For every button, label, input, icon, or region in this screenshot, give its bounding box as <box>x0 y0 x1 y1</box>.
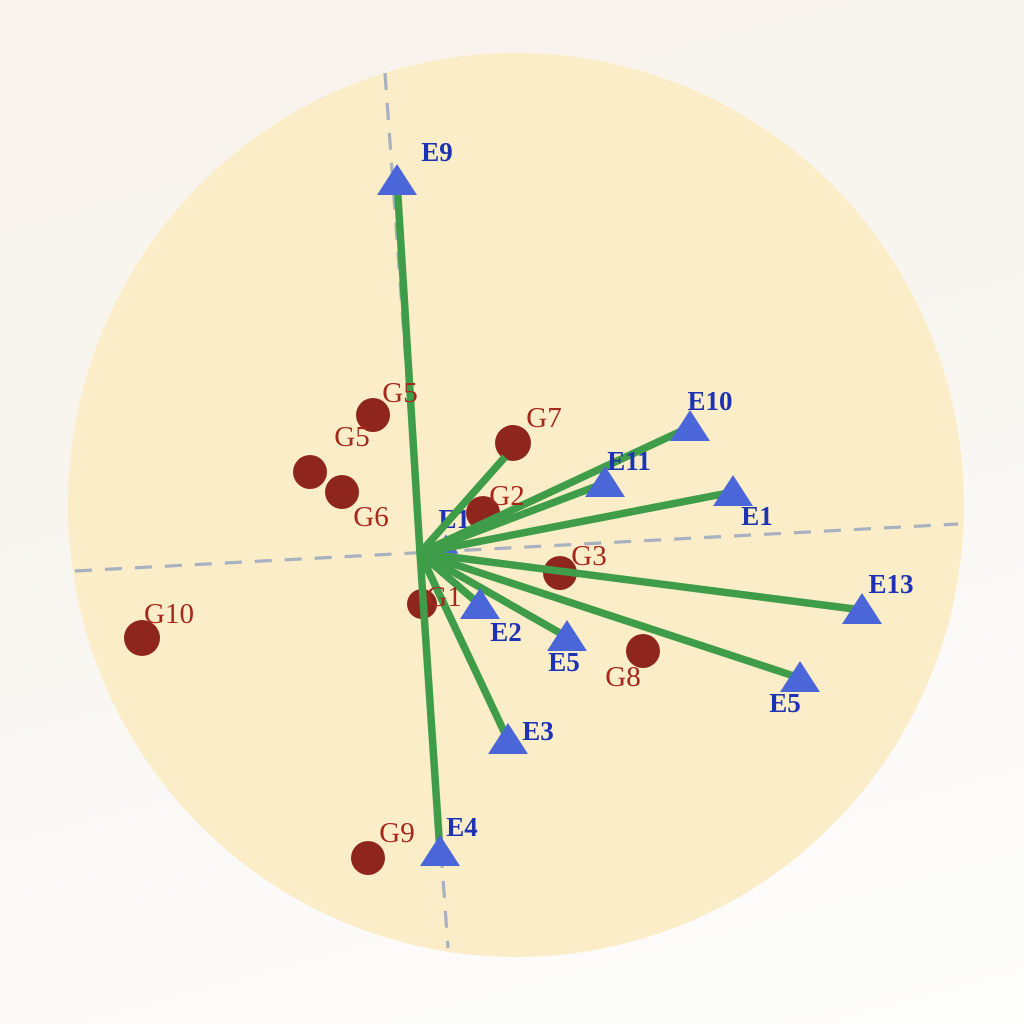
env-marker-E10 <box>670 410 710 441</box>
ray-to-E4 <box>416 552 444 853</box>
ray-to-E5 <box>418 549 569 641</box>
genotype-label-G10: G10 <box>144 598 194 630</box>
axis-dashed-horizontal <box>74 522 959 573</box>
env-label-E11: E11 <box>607 446 651 476</box>
genotype-label-G9: G9 <box>379 817 414 849</box>
genotype-marker-G5 <box>293 455 327 489</box>
env-marker-E13 <box>842 593 882 624</box>
ray-to-E1 <box>419 488 734 557</box>
env-label-E2: E2 <box>490 617 522 647</box>
genotype-label-G8: G8 <box>605 661 640 693</box>
genotype-marker-G9 <box>351 841 385 875</box>
ray-to-E13 <box>419 549 863 614</box>
env-label-E5: E5 <box>769 688 801 718</box>
genotype-marker-G8 <box>626 634 660 668</box>
env-label-E4: E4 <box>446 812 478 842</box>
genotype-label-G2: G2 <box>489 480 524 512</box>
genotype-label-G5: G5 <box>382 377 417 409</box>
env-marker-E2 <box>460 588 500 619</box>
env-label-E5: E5 <box>548 647 580 677</box>
genotype-label-G6: G6 <box>353 501 388 533</box>
env-label-E9: E9 <box>421 137 453 167</box>
ray-to-G7 <box>417 454 508 556</box>
env-label-E1: E1 <box>741 501 773 531</box>
ray-to-E3 <box>416 551 512 742</box>
env-marker-E5 <box>547 620 587 651</box>
env-marker-E4 <box>420 835 460 866</box>
env-marker-E11 <box>585 466 625 497</box>
env-marker-E3 <box>488 723 528 754</box>
env-label-E10: E10 <box>687 386 732 416</box>
genotype-marker-G7 <box>495 425 531 461</box>
env-marker-E1 <box>713 475 753 506</box>
ray-to-E2 <box>417 550 483 608</box>
genotype-label-G3: G3 <box>571 540 606 572</box>
genotype-label-G5: G5 <box>334 421 369 453</box>
env-marker-E9 <box>377 164 417 195</box>
env-label-E13: E13 <box>868 569 913 599</box>
genotype-marker-G5 <box>356 398 390 432</box>
ray-to-E5 <box>418 549 802 682</box>
env-label-E3: E3 <box>522 716 554 746</box>
genotype-marker-G6 <box>325 475 359 509</box>
ray-to-E9 <box>393 180 424 554</box>
genotype-label-G7: G7 <box>526 402 561 434</box>
genotype-label-G1: G1 <box>426 581 461 613</box>
ray-to-E11 <box>418 479 607 557</box>
genotype-marker-G10 <box>124 620 160 656</box>
env-marker-E5 <box>780 661 820 692</box>
